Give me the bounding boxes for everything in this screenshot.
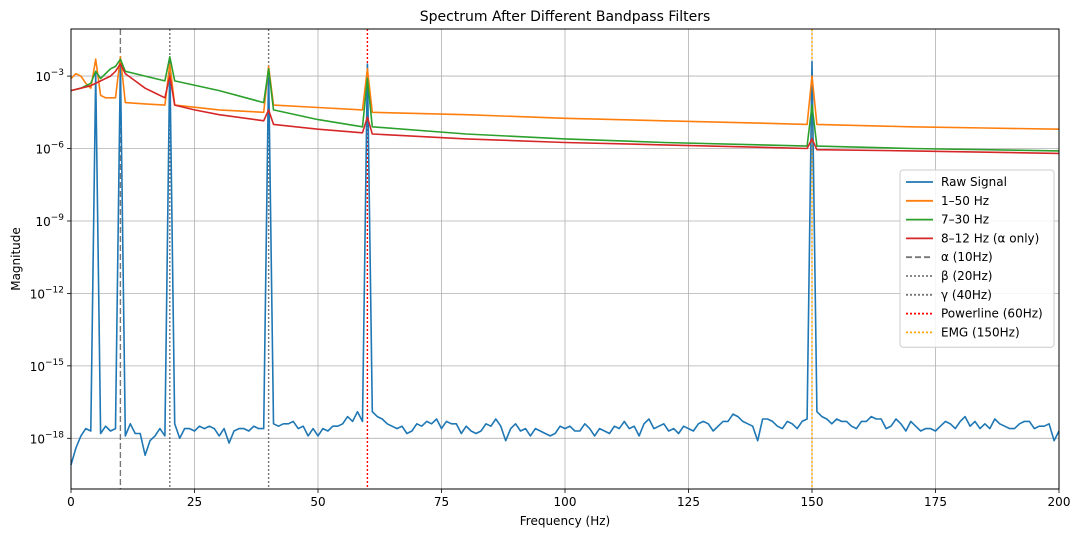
y-tick-label: 10−9 bbox=[35, 213, 64, 229]
x-tick-label: 150 bbox=[801, 495, 824, 509]
x-tick-label: 50 bbox=[310, 495, 325, 509]
x-tick-label: 100 bbox=[554, 495, 577, 509]
series-line-1 bbox=[70, 56, 1060, 130]
x-axis-label: Frequency (Hz) bbox=[520, 514, 611, 528]
x-tick-label: 75 bbox=[434, 495, 449, 509]
x-axis-ticks: 0 25 50 75 100 125 150 175 200 bbox=[67, 489, 1070, 509]
y-tick-label: 10−15 bbox=[30, 358, 64, 374]
x-tick-label: 125 bbox=[677, 495, 700, 509]
legend-label: α (10Hz) bbox=[941, 250, 993, 264]
reference-lines bbox=[119, 29, 813, 489]
legend-label: 1–50 Hz bbox=[941, 194, 989, 208]
x-tick-label: 0 bbox=[67, 495, 75, 509]
y-tick-label: 10−6 bbox=[35, 141, 64, 157]
series-lines bbox=[70, 56, 1060, 466]
legend: Raw Signal 1–50 Hz 7–30 Hz 8–12 Hz (α only)… bbox=[899, 169, 1055, 348]
legend-label: γ (40Hz) bbox=[941, 288, 992, 302]
legend-label: β (20Hz) bbox=[941, 269, 992, 283]
legend-label: Powerline (60Hz) bbox=[941, 307, 1043, 321]
series-line-3 bbox=[70, 63, 1060, 155]
legend-label: 7–30 Hz bbox=[941, 213, 989, 227]
series-line-2 bbox=[70, 56, 1060, 152]
y-axis-label: Magnitude bbox=[9, 227, 23, 291]
legend-label: Raw Signal bbox=[941, 175, 1007, 189]
legend-label: EMG (150Hz) bbox=[941, 325, 1020, 339]
chart-title: Spectrum After Different Bandpass Filter… bbox=[420, 9, 711, 25]
y-tick-label: 10−12 bbox=[30, 285, 64, 301]
legend-box bbox=[899, 169, 1055, 348]
x-tick-label: 25 bbox=[187, 495, 202, 509]
y-tick-label: 10−3 bbox=[35, 68, 64, 84]
y-axis-ticks: 10−3 10−6 10−9 10−12 10−15 10−18 bbox=[30, 68, 71, 446]
y-tick-label: 10−18 bbox=[30, 430, 65, 446]
x-tick-label: 175 bbox=[924, 495, 947, 509]
x-tick-label: 200 bbox=[1048, 495, 1071, 509]
grid bbox=[70, 29, 1060, 489]
series-line-0 bbox=[70, 58, 1060, 466]
legend-label: 8–12 Hz (α only) bbox=[941, 231, 1039, 245]
